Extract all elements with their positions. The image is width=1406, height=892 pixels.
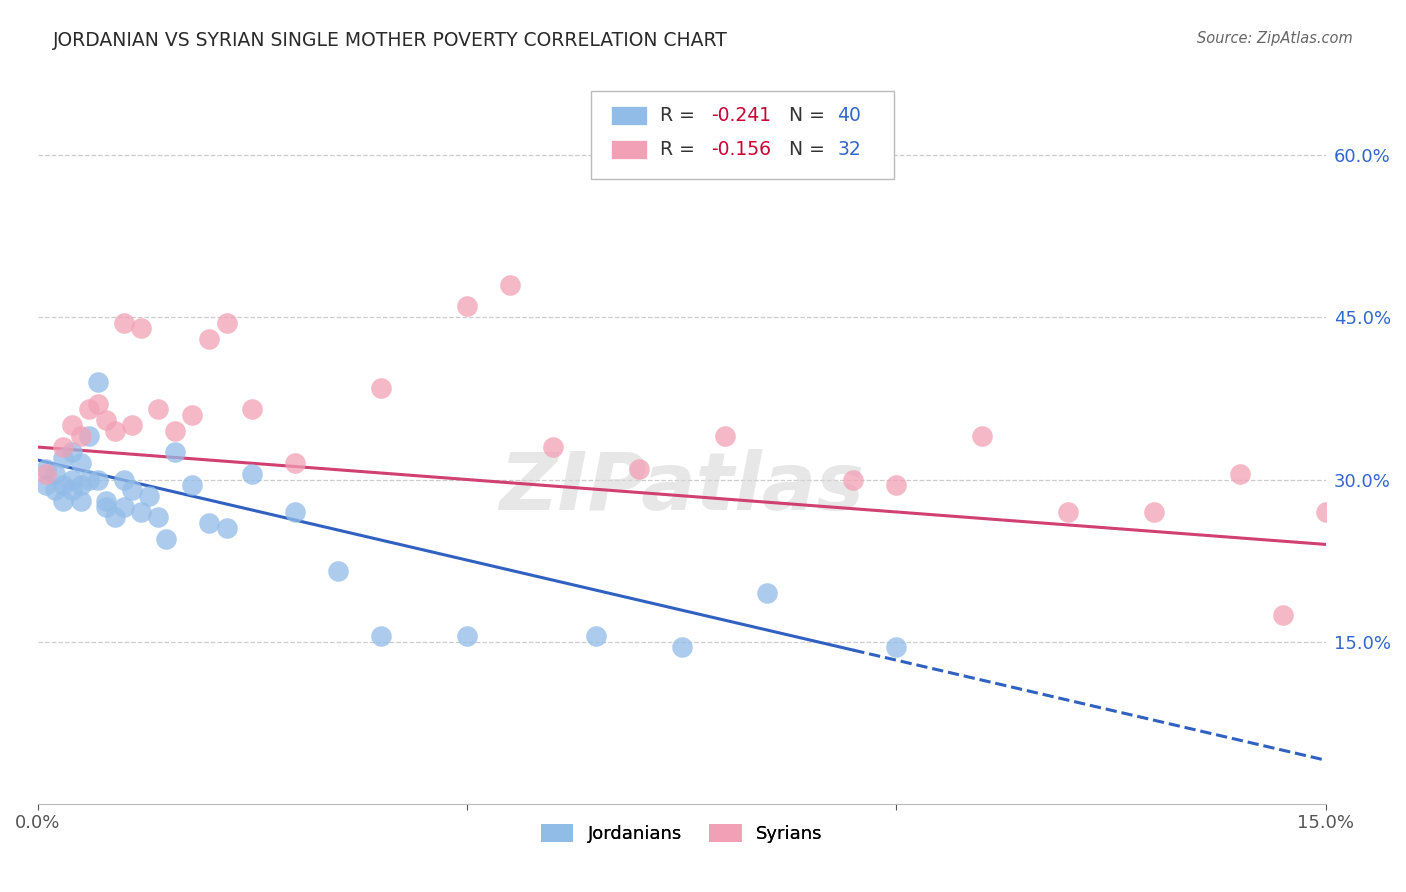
Point	[146, 510, 169, 524]
Point	[884, 478, 907, 492]
Point	[585, 629, 607, 643]
Text: 40: 40	[838, 106, 862, 125]
Point	[155, 532, 177, 546]
Point	[35, 478, 58, 492]
Point	[284, 505, 307, 519]
Point	[284, 456, 307, 470]
Point	[181, 478, 204, 492]
Point	[842, 473, 865, 487]
Point	[52, 440, 75, 454]
Point	[77, 402, 100, 417]
Text: ZIPatlas: ZIPatlas	[499, 449, 865, 527]
Point	[52, 478, 75, 492]
Point	[69, 478, 91, 492]
Text: 32: 32	[838, 140, 862, 159]
Text: -0.156: -0.156	[711, 140, 772, 159]
Point	[456, 300, 478, 314]
Point	[96, 500, 118, 514]
Point	[96, 413, 118, 427]
Point	[499, 277, 522, 292]
FancyBboxPatch shape	[592, 91, 894, 178]
Point	[972, 429, 994, 443]
Point	[87, 397, 110, 411]
Point	[35, 461, 58, 475]
Text: R =: R =	[659, 140, 695, 159]
Point	[44, 483, 66, 498]
Point	[370, 381, 392, 395]
Point	[165, 424, 187, 438]
Point	[60, 418, 83, 433]
Point	[121, 418, 143, 433]
Text: JORDANIAN VS SYRIAN SINGLE MOTHER POVERTY CORRELATION CHART: JORDANIAN VS SYRIAN SINGLE MOTHER POVERT…	[53, 31, 728, 50]
Point	[112, 316, 135, 330]
Point	[87, 473, 110, 487]
Point	[240, 402, 263, 417]
Point	[52, 494, 75, 508]
Point	[756, 586, 779, 600]
Point	[60, 483, 83, 498]
Point	[456, 629, 478, 643]
Point	[1143, 505, 1166, 519]
Point	[121, 483, 143, 498]
Point	[60, 473, 83, 487]
Text: -0.241: -0.241	[711, 106, 772, 125]
FancyBboxPatch shape	[610, 140, 647, 159]
Text: R =: R =	[659, 106, 695, 125]
Text: N =: N =	[789, 106, 824, 125]
Point	[77, 429, 100, 443]
Point	[215, 316, 238, 330]
Point	[165, 445, 187, 459]
Point	[215, 521, 238, 535]
Point	[181, 408, 204, 422]
Point	[104, 510, 127, 524]
Point	[129, 321, 152, 335]
Point	[713, 429, 735, 443]
Point	[112, 500, 135, 514]
Point	[96, 494, 118, 508]
Point	[1271, 607, 1294, 622]
Point	[69, 429, 91, 443]
Point	[328, 565, 350, 579]
Point	[541, 440, 564, 454]
Point	[104, 424, 127, 438]
Point	[240, 467, 263, 482]
Point	[671, 640, 693, 655]
Point	[129, 505, 152, 519]
Point	[627, 461, 650, 475]
Point	[87, 375, 110, 389]
Legend: Jordanians, Syrians: Jordanians, Syrians	[533, 816, 830, 850]
Point	[112, 473, 135, 487]
Point	[60, 445, 83, 459]
Point	[69, 456, 91, 470]
Text: Source: ZipAtlas.com: Source: ZipAtlas.com	[1197, 31, 1353, 46]
Point	[198, 332, 221, 346]
Point	[370, 629, 392, 643]
Point	[884, 640, 907, 655]
Point	[77, 473, 100, 487]
Point	[1229, 467, 1251, 482]
Point	[146, 402, 169, 417]
Point	[35, 467, 58, 482]
Point	[1315, 505, 1337, 519]
FancyBboxPatch shape	[610, 106, 647, 125]
Point	[52, 450, 75, 465]
Point	[44, 467, 66, 482]
Point	[69, 494, 91, 508]
Text: N =: N =	[789, 140, 824, 159]
Point	[198, 516, 221, 530]
Point	[138, 489, 160, 503]
Point	[1057, 505, 1080, 519]
